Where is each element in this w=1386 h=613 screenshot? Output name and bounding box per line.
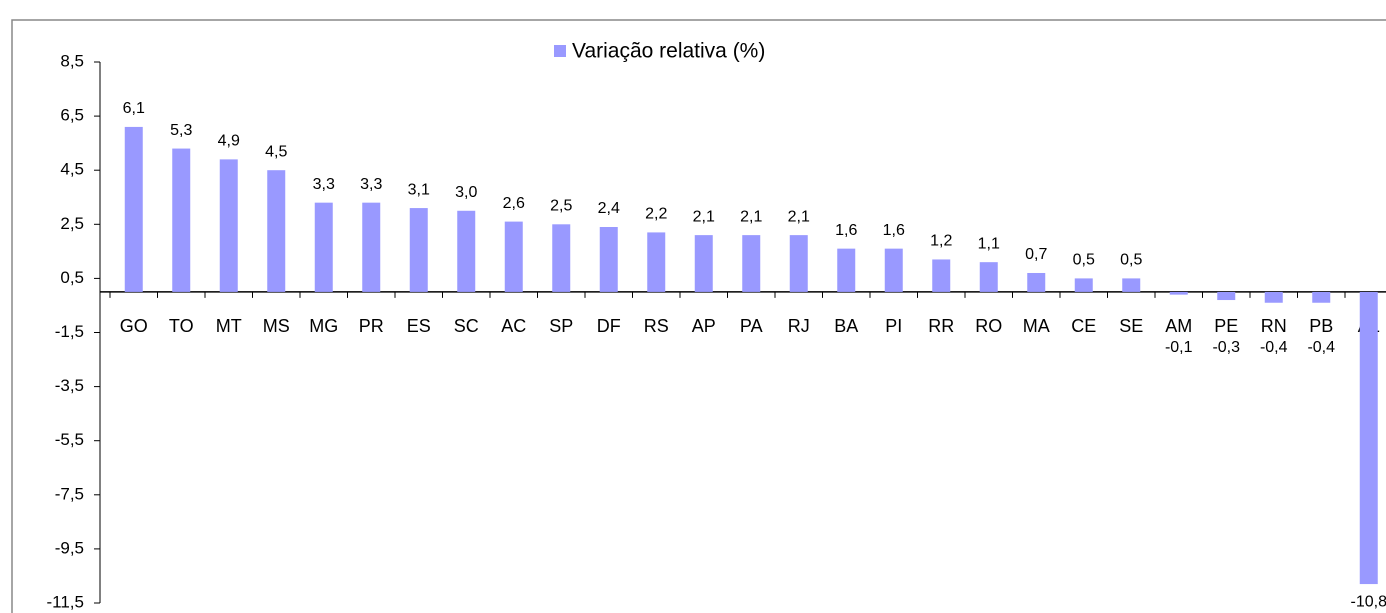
- bar: [267, 170, 286, 292]
- value-label: 4,5: [265, 143, 287, 160]
- value-label: -0,4: [1307, 339, 1335, 356]
- value-label: 5,3: [170, 122, 192, 139]
- bar: [124, 126, 143, 292]
- value-label: 2,4: [598, 200, 620, 217]
- y-tick-label: -1,5: [55, 322, 84, 341]
- value-label: 2,1: [693, 208, 715, 225]
- bar: [552, 224, 571, 292]
- bar: [409, 208, 428, 292]
- y-tick-label: -7,5: [55, 484, 84, 503]
- x-tick-label: RJ: [788, 316, 810, 336]
- bar: [1264, 291, 1283, 303]
- y-tick-label: -3,5: [55, 376, 84, 395]
- bar: [837, 248, 856, 292]
- bar: [172, 148, 191, 292]
- x-tick-label: AC: [501, 316, 526, 336]
- bar: [314, 202, 333, 292]
- x-tick-label: AP: [692, 316, 716, 336]
- x-tick-label: SC: [454, 316, 479, 336]
- bar: [599, 227, 618, 292]
- legend-label: Variação relativa (%): [572, 40, 765, 63]
- value-label: 3,3: [360, 176, 382, 193]
- bar: [457, 210, 476, 292]
- bar: [932, 259, 951, 292]
- x-tick-label: MG: [309, 316, 338, 336]
- x-tick-label: PB: [1309, 316, 1333, 336]
- value-label: 3,1: [408, 181, 430, 198]
- bar: [742, 235, 761, 292]
- y-tick-label: -5,5: [55, 430, 84, 449]
- x-tick-label: TO: [169, 316, 194, 336]
- bar: [1074, 278, 1093, 292]
- bar: [979, 262, 998, 292]
- value-label: 1,6: [835, 222, 857, 239]
- value-label: 4,9: [218, 133, 240, 150]
- legend-swatch: [554, 45, 566, 57]
- value-label: 2,2: [645, 206, 667, 223]
- value-label: 1,1: [978, 235, 1000, 252]
- x-tick-label: MS: [263, 316, 290, 336]
- bar: [1122, 278, 1141, 292]
- value-label: -0,1: [1165, 339, 1193, 356]
- value-label: 2,6: [503, 195, 525, 212]
- value-label: 2,1: [740, 208, 762, 225]
- bar: [694, 235, 713, 292]
- x-tick-label: DF: [597, 316, 621, 336]
- value-label: 3,3: [313, 176, 335, 193]
- value-label: 1,6: [883, 222, 905, 239]
- bar: [362, 202, 381, 292]
- x-tick-label: BA: [834, 316, 858, 336]
- x-tick-label: PA: [740, 316, 763, 336]
- bar: [504, 221, 523, 292]
- value-label: 6,1: [123, 100, 145, 117]
- bar: [1027, 272, 1046, 292]
- bar: [1312, 291, 1331, 303]
- y-tick-label: 6,5: [60, 106, 84, 125]
- x-tick-label: MA: [1023, 316, 1050, 336]
- x-tick-label: PR: [359, 316, 384, 336]
- bar: [219, 159, 238, 292]
- value-label: 2,5: [550, 198, 572, 215]
- value-label: 2,1: [788, 208, 810, 225]
- value-label: 0,5: [1073, 252, 1095, 269]
- y-tick-label: -9,5: [55, 538, 84, 557]
- x-tick-label: GO: [120, 316, 148, 336]
- y-tick-label: 2,5: [60, 214, 84, 233]
- bar: [1217, 291, 1236, 301]
- x-tick-label: PE: [1214, 316, 1238, 336]
- x-tick-label: CE: [1071, 316, 1096, 336]
- x-tick-label: RN: [1261, 316, 1287, 336]
- x-tick-label: AM: [1165, 316, 1192, 336]
- value-label: 0,5: [1120, 252, 1142, 269]
- x-tick-label: PI: [885, 316, 902, 336]
- value-label: 0,7: [1025, 246, 1047, 263]
- x-tick-label: MT: [216, 316, 242, 336]
- value-label: 3,0: [455, 184, 477, 201]
- value-label: 1,2: [930, 233, 952, 250]
- x-tick-label: SP: [549, 316, 573, 336]
- bar: [789, 235, 808, 292]
- y-tick-label: 4,5: [60, 160, 84, 179]
- value-label: -0,4: [1260, 339, 1288, 356]
- y-tick-label: -11,5: [47, 592, 85, 611]
- bar: [884, 248, 903, 292]
- x-tick-label: SE: [1119, 316, 1143, 336]
- x-tick-label: ES: [407, 316, 431, 336]
- chart-border: [11, 19, 1386, 613]
- bar: [647, 232, 666, 292]
- value-label: -0,3: [1212, 339, 1240, 356]
- bar: [1359, 291, 1378, 585]
- y-tick-label: 8,5: [60, 51, 84, 70]
- x-tick-label: RR: [928, 316, 954, 336]
- x-tick-label: RO: [975, 316, 1002, 336]
- bar: [1169, 291, 1188, 295]
- x-tick-label: RS: [644, 316, 669, 336]
- value-label: -10,8: [1351, 593, 1386, 610]
- y-tick-label: 0,5: [60, 268, 84, 287]
